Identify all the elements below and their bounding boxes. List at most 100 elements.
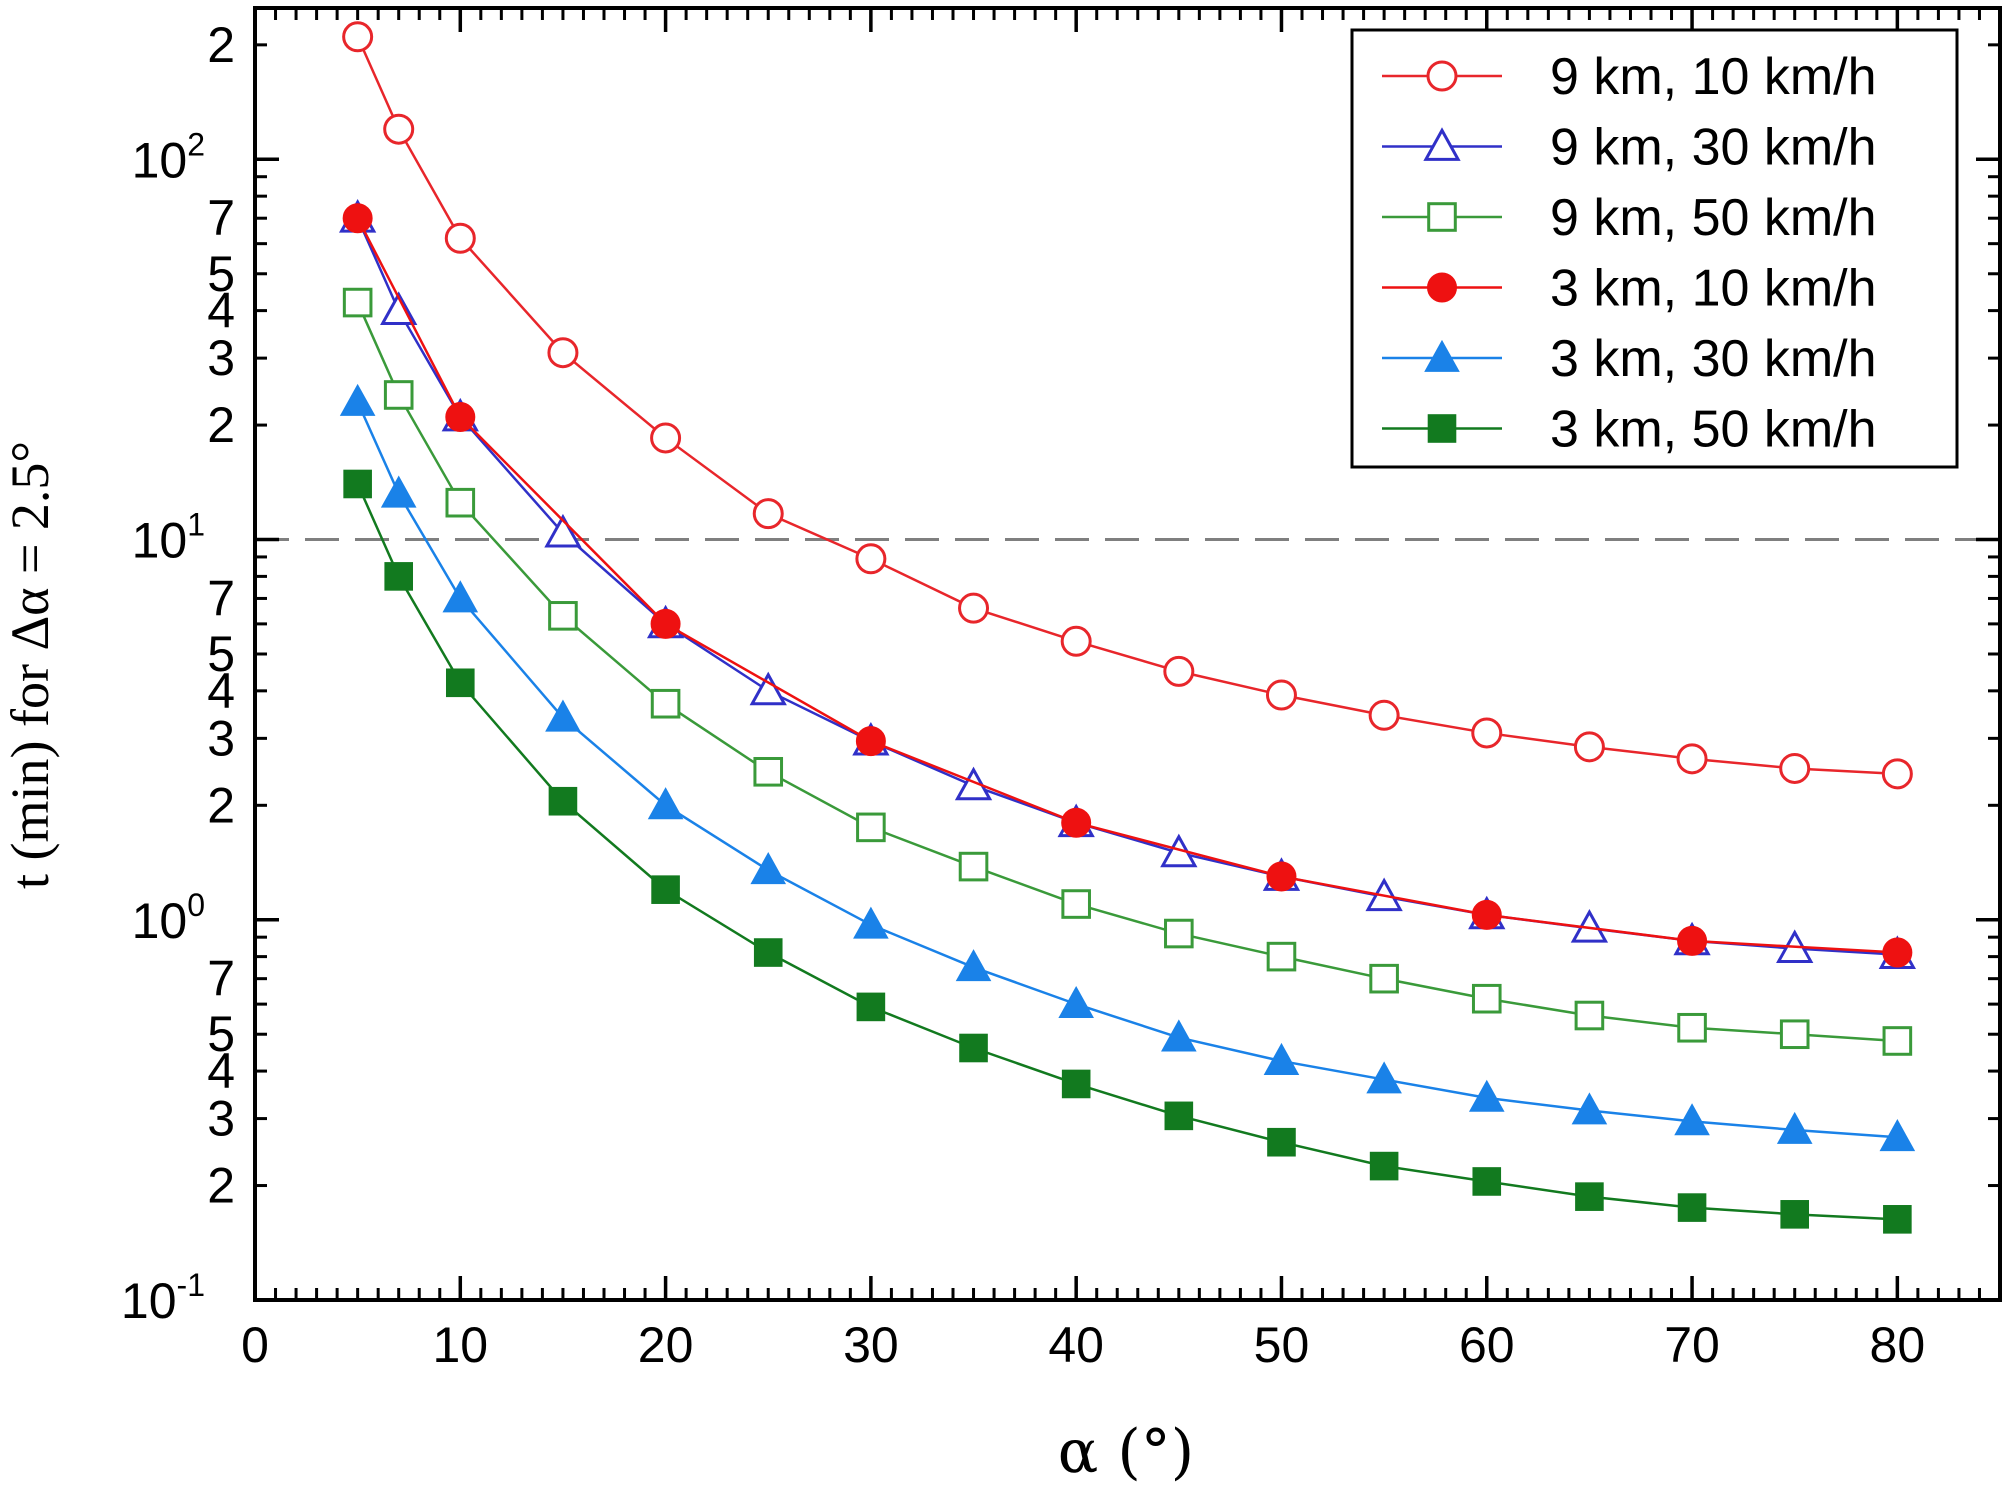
data-point [1060, 625, 1092, 657]
data-point [1163, 655, 1195, 687]
legend-marker [1426, 60, 1458, 92]
data-point [1879, 1119, 1916, 1152]
data-point [1471, 983, 1502, 1014]
y-minor-label: 2 [207, 397, 235, 453]
y-minor-label: 7 [207, 570, 235, 626]
legend-marker [1423, 127, 1461, 161]
data-point [339, 383, 376, 416]
data-point [1058, 985, 1094, 1019]
y-minor-label: 5 [207, 1006, 235, 1062]
data-point [1164, 918, 1194, 949]
x-axis-title: α (°) [1058, 1417, 1194, 1486]
data-point [959, 1033, 988, 1063]
y-minor-label: 3 [207, 330, 235, 386]
data-point [855, 726, 886, 757]
legend-entry: 3 km, 30 km/h [1382, 330, 1877, 388]
data-point [445, 668, 475, 698]
data-point [651, 875, 680, 904]
data-point [383, 380, 414, 410]
legend-marker [1424, 339, 1460, 372]
legend-label: 9 km, 30 km/h [1550, 119, 1877, 177]
legend-entry: 3 km, 50 km/h [1382, 401, 1877, 459]
data-point [1472, 1167, 1502, 1196]
y-decade-label: 101 [132, 507, 205, 569]
data-point [548, 601, 578, 631]
y-minor-label: 3 [207, 1091, 235, 1147]
data-point [1776, 1111, 1813, 1144]
series-6 [343, 469, 1912, 1234]
data-point [650, 688, 681, 719]
legend-label: 3 km, 30 km/h [1550, 330, 1877, 388]
data-point [445, 487, 476, 518]
legend-label: 9 km, 50 km/h [1550, 189, 1877, 247]
data-point [444, 222, 476, 254]
data-point [1573, 731, 1605, 763]
y-minor-label: 5 [207, 246, 235, 302]
data-point [1676, 743, 1708, 775]
data-point [1061, 1069, 1091, 1099]
data-point [548, 786, 578, 816]
data-point [1164, 1101, 1194, 1131]
data-point [1263, 1042, 1300, 1075]
data-point [1780, 1200, 1810, 1229]
data-point [342, 21, 374, 53]
data-point [1266, 941, 1297, 972]
x-tick-label: 80 [1870, 1317, 1926, 1373]
data-point [380, 475, 417, 508]
data-point [1677, 925, 1708, 956]
data-point [1267, 1127, 1296, 1157]
data-point [383, 113, 415, 145]
data-point [1265, 679, 1297, 711]
data-point [1366, 1061, 1402, 1094]
data-point [955, 949, 992, 982]
y-minor-label: 2 [207, 1158, 235, 1214]
data-point [1161, 1019, 1197, 1052]
data-point [1369, 963, 1399, 994]
x-tick-label: 70 [1664, 1317, 1720, 1373]
x-tick-label: 0 [241, 1317, 269, 1373]
x-tick-label: 20 [638, 1317, 694, 1373]
data-point [749, 671, 787, 706]
data-point [342, 203, 373, 234]
x-tick-label: 30 [843, 1317, 899, 1373]
legend-entry: 9 km, 10 km/h [1382, 48, 1877, 106]
legend: 9 km, 10 km/h 9 km, 30 km/h 9 km, 50 km/h 3… [1350, 28, 1959, 469]
data-point [380, 291, 418, 325]
y-axis-title: t (min) for Δα = 2.5° [0, 441, 60, 889]
data-point [1882, 1026, 1913, 1056]
data-point [1061, 807, 1092, 838]
x-tick-label: 50 [1254, 1317, 1310, 1373]
series-1 [342, 21, 1913, 790]
y-minor-label: 2 [207, 17, 235, 73]
series-3 [342, 287, 1913, 1056]
x-tick-label: 60 [1459, 1317, 1515, 1373]
y-minor-label: 5 [207, 626, 235, 682]
data-point [343, 469, 372, 499]
data-point [1571, 1092, 1608, 1125]
legend-marker [1427, 414, 1457, 443]
data-point [856, 812, 886, 843]
data-point [1468, 1079, 1505, 1112]
data-point [1471, 899, 1502, 930]
data-point [650, 422, 682, 454]
data-point [1061, 889, 1091, 919]
data-point [855, 543, 887, 575]
data-point [342, 287, 373, 318]
legend-label: 3 km, 10 km/h [1550, 260, 1877, 318]
data-point [753, 756, 784, 787]
data-point [1883, 1205, 1912, 1234]
legend-entry: 9 km, 50 km/h [1382, 189, 1877, 247]
data-point [1674, 1103, 1710, 1136]
data-point [545, 699, 581, 732]
legend-marker [1427, 202, 1457, 232]
data-point [1574, 1000, 1605, 1031]
y-decade-label: 10-1 [121, 1267, 205, 1329]
data-point [750, 852, 787, 885]
data-point [853, 906, 889, 939]
legend-box [1350, 28, 1959, 469]
data-point [1266, 861, 1297, 892]
data-point [1575, 1182, 1604, 1211]
legend-marker [1427, 272, 1457, 303]
y-minor-label: 4 [207, 663, 235, 719]
